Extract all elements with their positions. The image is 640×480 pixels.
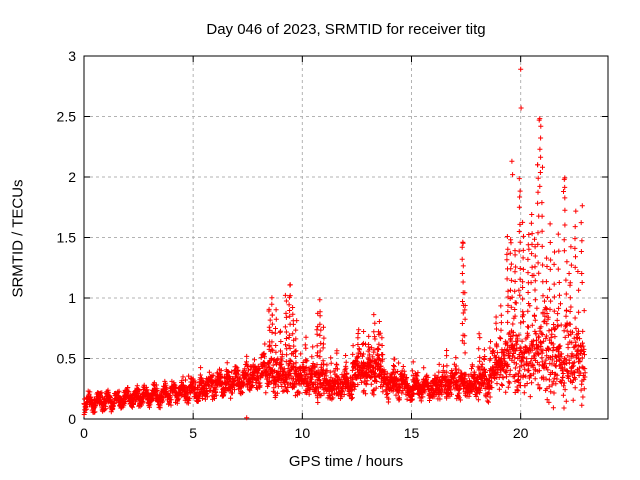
x-tick-label: 10	[295, 425, 311, 441]
x-tick-label: 20	[513, 425, 529, 441]
data-points	[81, 66, 588, 421]
x-tick-label: 5	[189, 425, 197, 441]
x-tick-label: 0	[80, 425, 88, 441]
y-tick-label: 3	[68, 48, 76, 64]
y-tick-label: 1.5	[57, 230, 77, 246]
y-tick-label: 2	[68, 169, 76, 185]
x-tick-label: 15	[404, 425, 420, 441]
y-tick-label: 0.5	[57, 351, 77, 367]
grid-lines	[84, 56, 608, 419]
x-axis-title: GPS time / hours	[288, 453, 404, 470]
y-tick-label: 0	[68, 411, 76, 427]
chart-title: Day 046 of 2023, SRMTID for receiver tit…	[206, 21, 486, 38]
y-tick-label: 2.5	[57, 109, 77, 125]
y-axis-title: SRMTID / TECUs	[9, 179, 27, 298]
y-tick-label: 1	[68, 290, 76, 306]
